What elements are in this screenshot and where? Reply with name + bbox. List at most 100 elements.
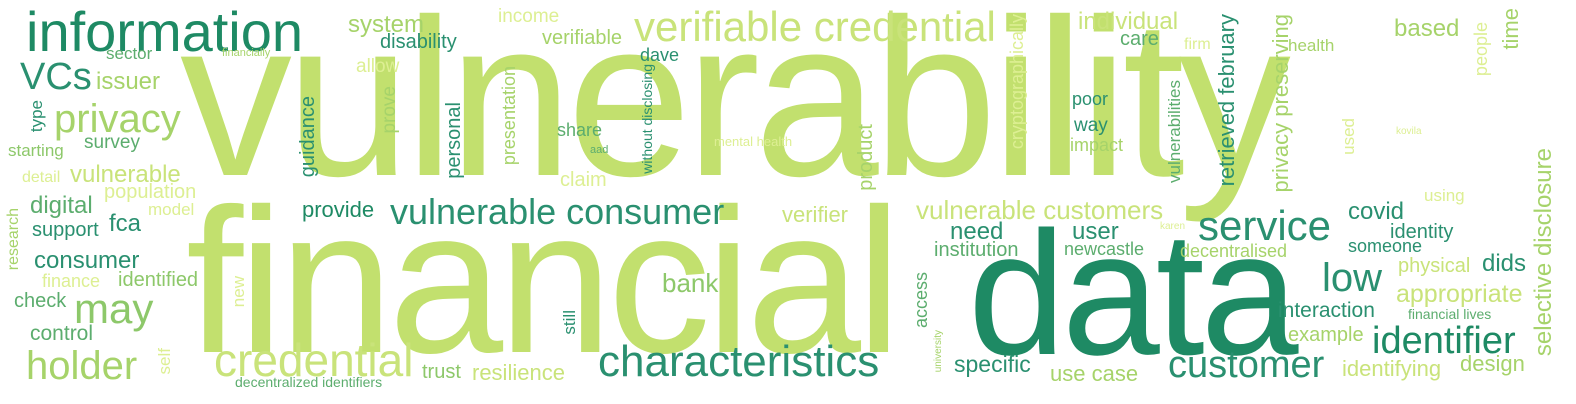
word-example: example: [1288, 324, 1364, 346]
word-control: control: [30, 322, 94, 345]
word-information: information: [26, 0, 304, 63]
word-care: care: [1120, 28, 1159, 50]
word-vulnerabilities: vulnerabilities: [1165, 80, 1184, 183]
word-institution: institution: [934, 239, 1019, 261]
word-newcastle: newcastle: [1064, 239, 1145, 259]
word-firm: firm: [1184, 36, 1211, 53]
word-physical: physical: [1398, 255, 1471, 277]
word-identifier: identifier: [1372, 320, 1516, 362]
word-check: check: [14, 290, 67, 312]
word-dids: dids: [1482, 250, 1527, 277]
word-service: service: [1198, 202, 1332, 249]
word-vulnerability: vulnerability: [180, 0, 1291, 223]
word-self: self: [155, 348, 174, 375]
word-new: new: [229, 276, 248, 308]
word-guidance: guidance: [297, 96, 319, 178]
word-digital: digital: [30, 192, 93, 219]
word-cryptographically: cryptographically: [1007, 14, 1027, 150]
word-mental-health: mental health: [714, 134, 793, 149]
word-dave: dave: [640, 45, 680, 65]
word-resilience: resilience: [472, 360, 565, 385]
word-retrieved-february: retrieved february: [1214, 14, 1239, 187]
word-financial: financial: [186, 166, 902, 396]
word-poor: poor: [1072, 89, 1109, 109]
word-used: used: [1339, 118, 1358, 155]
word-prove: prove: [379, 86, 400, 134]
word-someone: someone: [1348, 236, 1423, 256]
word-support: support: [32, 219, 99, 241]
word-selective-disclosure: selective disclosure: [1530, 148, 1557, 357]
word-design: design: [1460, 351, 1525, 376]
word-model: model: [148, 200, 195, 219]
word-may: may: [74, 285, 154, 332]
word-vulnerable: vulnerable: [70, 161, 181, 188]
word-consumer: consumer: [34, 247, 140, 274]
word-individual: individual: [1078, 8, 1179, 35]
word-covid: covid: [1348, 198, 1405, 225]
word-identifying: identifying: [1342, 356, 1442, 381]
word-survey: survey: [84, 132, 140, 153]
word-sector: sector: [106, 44, 153, 63]
word-verifier: verifier: [782, 202, 849, 227]
word-detail: detail: [22, 169, 61, 186]
word-without-disclosing: without disclosing: [639, 64, 655, 174]
word-population: population: [104, 181, 197, 203]
word-financial-lives: financial lives: [1408, 306, 1492, 322]
word-verifiable-credential: verifiable credential: [634, 3, 996, 50]
word-privacy: privacy: [54, 97, 181, 141]
word-provide: provide: [302, 197, 375, 222]
word-university: university: [933, 330, 944, 373]
word-time: time: [1498, 8, 1523, 50]
word-people: people: [1471, 22, 1491, 77]
word-vulnerable-consumer: vulnerable consumer: [390, 191, 725, 232]
word-trust: trust: [422, 361, 461, 383]
word-user: user: [1072, 218, 1119, 245]
word-data: data: [968, 196, 1299, 392]
word-decentralised: decentralised: [1180, 241, 1288, 261]
word-claim: claim: [560, 169, 607, 191]
word-system: system: [348, 11, 425, 38]
word-privacy-preserving: privacy preserving: [1268, 14, 1293, 193]
word-research: research: [5, 208, 22, 271]
word-credential: credential: [214, 334, 414, 386]
word-financially: financially: [222, 47, 271, 59]
word-vcs: VCs: [20, 56, 92, 98]
word-bank: bank: [662, 268, 719, 298]
word-type: type: [27, 100, 46, 133]
word-use-case: use case: [1050, 361, 1139, 386]
word-need: need: [950, 218, 1004, 245]
word-finance: finance: [42, 271, 101, 291]
word-product: product: [855, 124, 877, 191]
word-low: low: [1322, 256, 1383, 300]
word-impact: impact: [1070, 135, 1124, 155]
word-specific: specific: [954, 351, 1031, 377]
word-based: based: [1394, 15, 1460, 42]
word-holder: holder: [26, 344, 138, 388]
word-identity: identity: [1390, 221, 1454, 243]
word-income: income: [498, 6, 560, 27]
word-fca: fca: [109, 210, 142, 237]
word-verifiable: verifiable: [542, 27, 623, 49]
word-decentralized-identifiers: decentralized identifiers: [235, 374, 383, 390]
word-health: health: [1288, 36, 1335, 55]
word-characteristics: characteristics: [598, 337, 880, 386]
word-interaction: interaction: [1278, 299, 1375, 322]
word-way: way: [1074, 115, 1108, 136]
word-starting: starting: [8, 141, 64, 160]
word-access: access: [911, 272, 931, 329]
word-presentation: presentation: [499, 66, 519, 166]
word-issuer: issuer: [96, 68, 161, 95]
word-appropriate: appropriate: [1396, 280, 1523, 308]
word-still: still: [560, 310, 579, 335]
word-using: using: [1424, 186, 1465, 205]
word-allow: allow: [356, 56, 400, 77]
word-customer: customer: [1168, 344, 1325, 386]
word-share: share: [557, 120, 603, 140]
word-personal: personal: [443, 102, 465, 179]
word-aad: aad: [590, 144, 609, 156]
word-disability: disability: [380, 31, 457, 53]
word-kovila: kovila: [1396, 126, 1422, 137]
word-karen: karen: [1160, 221, 1186, 232]
word-identified: identified: [118, 269, 199, 291]
